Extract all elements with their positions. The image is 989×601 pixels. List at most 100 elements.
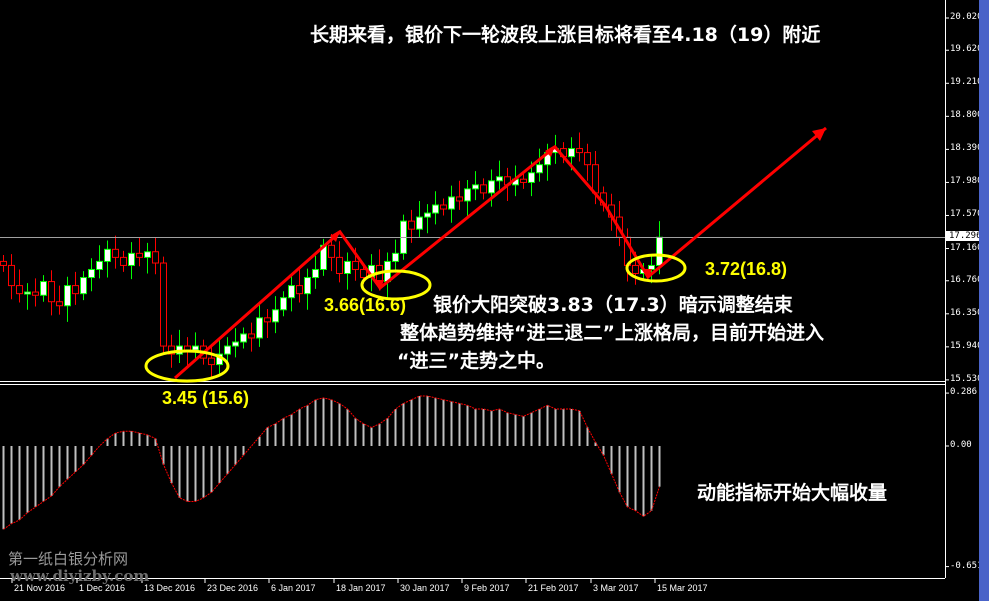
candle <box>128 242 135 280</box>
momentum-histogram <box>2 395 661 530</box>
price-tick-label: 16.760 <box>950 274 983 285</box>
candle-body <box>360 268 367 279</box>
price-tick-label: 17.160 <box>950 242 983 253</box>
candle <box>440 198 447 216</box>
candle <box>280 291 287 317</box>
date-tick-label: 30 Jan 2017 <box>400 583 450 593</box>
candle-body <box>456 196 463 202</box>
candle <box>296 269 303 303</box>
candle-body <box>96 260 103 270</box>
arrow-head-icon <box>642 269 652 280</box>
date-tick-label: 18 Jan 2017 <box>336 583 386 593</box>
candle <box>536 148 543 182</box>
candle-body <box>416 216 423 230</box>
candle-body <box>576 148 583 154</box>
candle-body <box>144 251 151 258</box>
date-tick-label: 23 Dec 2016 <box>207 583 259 593</box>
candle <box>208 346 215 379</box>
candle-body <box>392 252 399 262</box>
price-tick-label: 18.800 <box>950 110 983 121</box>
candle <box>64 276 71 322</box>
arrow-head-icon <box>330 230 340 242</box>
candle-body <box>568 148 575 158</box>
candle <box>120 250 127 272</box>
candle <box>56 285 63 315</box>
candle <box>464 180 471 218</box>
candle <box>472 171 479 201</box>
candle <box>312 255 319 289</box>
candle-body <box>528 172 535 183</box>
arrow-head-icon <box>812 128 826 141</box>
candle <box>288 274 295 312</box>
indicator-tick-label: 0.286 <box>950 387 978 398</box>
candle-body <box>632 264 639 275</box>
candle-body <box>328 244 335 258</box>
candle-body <box>296 285 303 295</box>
candle-body <box>0 260 7 266</box>
candle <box>0 254 7 272</box>
candle-body <box>80 277 87 295</box>
candle-body <box>304 277 311 295</box>
candle <box>648 254 655 284</box>
watermark-name: 第一纸白银分析网 <box>8 550 129 568</box>
candle-body <box>248 333 255 339</box>
candle <box>480 178 487 200</box>
date-tick-label: 1 Dec 2016 <box>79 583 126 593</box>
ellipse-low2 <box>360 269 432 301</box>
comment-line-3: “进三”走势之中。 <box>397 350 555 372</box>
candle-body <box>72 285 79 295</box>
candle-body <box>344 260 351 275</box>
y-ticks <box>11 17 949 583</box>
current-price-tag: 17.296 <box>946 231 985 241</box>
candle <box>160 256 167 353</box>
candle-body <box>424 212 431 218</box>
candle <box>72 271 79 305</box>
candle <box>496 160 503 190</box>
candle-body <box>520 178 527 183</box>
candle-body <box>312 268 319 279</box>
candle-body <box>536 164 543 174</box>
candle <box>112 235 119 269</box>
candle <box>520 172 527 189</box>
price-tick-label: 16.350 <box>950 307 983 318</box>
candle-body <box>120 256 127 266</box>
price-tick-label: 15.530 <box>950 373 983 384</box>
low2-label: 3.66(16.6) <box>324 295 407 315</box>
candle <box>448 185 455 223</box>
candle-body <box>48 281 55 303</box>
date-tick-label: 21 Nov 2016 <box>14 583 66 593</box>
date-tick-label: 21 Feb 2017 <box>528 583 579 593</box>
candle-body <box>264 317 271 323</box>
candle <box>240 327 247 349</box>
candle <box>80 271 87 301</box>
candle <box>32 278 39 307</box>
candle <box>304 268 311 310</box>
window-edge-scrollbar[interactable] <box>979 0 989 601</box>
candle <box>456 180 463 210</box>
candle-body <box>280 297 287 311</box>
candle-body <box>272 309 279 323</box>
candle <box>392 239 399 273</box>
momentum-annotation: 动能指标开始大幅收量 <box>697 482 888 504</box>
candle-body <box>224 345 231 355</box>
candle <box>136 237 143 267</box>
candle <box>256 301 263 347</box>
candle-body <box>496 176 503 182</box>
candle-body <box>336 256 343 275</box>
comment-line-2: 整体趋势维持“进三退二”上涨格局，目前开始进入 <box>400 322 824 344</box>
candle <box>152 238 159 275</box>
candle-body <box>584 152 591 166</box>
candle-body <box>592 164 599 194</box>
ellipse-low1 <box>144 349 230 383</box>
candle <box>272 296 279 334</box>
candle <box>40 275 47 302</box>
candle-body <box>648 264 655 270</box>
candle <box>248 322 255 352</box>
candle <box>24 283 31 310</box>
price-tick-label: 19.620 <box>950 44 983 55</box>
candle <box>576 132 583 162</box>
candle-body <box>352 260 359 270</box>
candle-body <box>112 248 119 258</box>
candle-body <box>208 357 215 366</box>
